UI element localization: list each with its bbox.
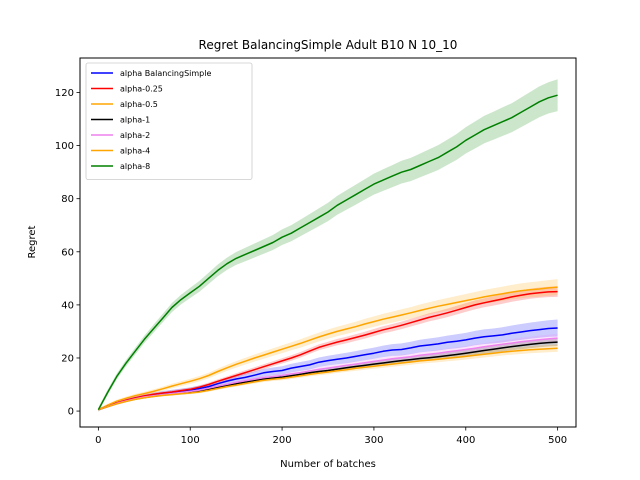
- y-tick-label: 20: [61, 353, 74, 364]
- x-tick-label: 400: [456, 435, 475, 446]
- series-line-2: [98, 290, 558, 411]
- confidence-band-2: [98, 286, 558, 411]
- confidence-band-7: [98, 79, 558, 413]
- legend: alpha BalancingSimple alpha-0.25 alpha-0.5…: [85, 62, 253, 180]
- chart-title: Regret BalancingSimple Adult B10 N 10_10: [199, 38, 458, 52]
- legend-entry-2: alpha-0.25: [120, 85, 163, 94]
- plot-area: [97, 79, 558, 413]
- legend-entry-3: alpha-0.5: [120, 100, 158, 109]
- confidence-band-6: [98, 344, 558, 411]
- series-line-5: [98, 337, 558, 411]
- legend-entry-4: alpha-1: [120, 116, 150, 125]
- axes-frame: [79, 57, 577, 428]
- legend-entry-6: alpha-4: [120, 147, 150, 156]
- x-tick-label: 300: [364, 435, 383, 446]
- y-tick-label: 100: [55, 141, 74, 152]
- x-tick-label: 0: [95, 435, 101, 446]
- series-line-3: [98, 286, 558, 411]
- y-axis-label: Regret: [27, 225, 38, 258]
- y-tick-label: 0: [68, 407, 74, 418]
- x-axis-label: Number of batches: [280, 459, 376, 470]
- legend-box: [85, 62, 253, 180]
- y-tick-label: 60: [61, 247, 74, 258]
- y-tick-label: 120: [55, 88, 74, 99]
- legend-entry-5: alpha-2: [120, 131, 150, 140]
- legend-entry-7: alpha-8: [120, 162, 150, 171]
- x-tick-label: 500: [548, 435, 567, 446]
- series-line-6: [98, 347, 558, 411]
- axis-ticks: 0 100 200 300 400 500 0 20 40 60 80 100 120: [55, 88, 567, 446]
- legend-entry-1: alpha BalancingSimple: [120, 69, 211, 78]
- x-tick-label: 100: [181, 435, 200, 446]
- series-line-7: [97, 94, 558, 411]
- x-tick-label: 200: [273, 435, 292, 446]
- y-tick-label: 80: [61, 194, 74, 205]
- y-tick-label: 40: [61, 300, 74, 311]
